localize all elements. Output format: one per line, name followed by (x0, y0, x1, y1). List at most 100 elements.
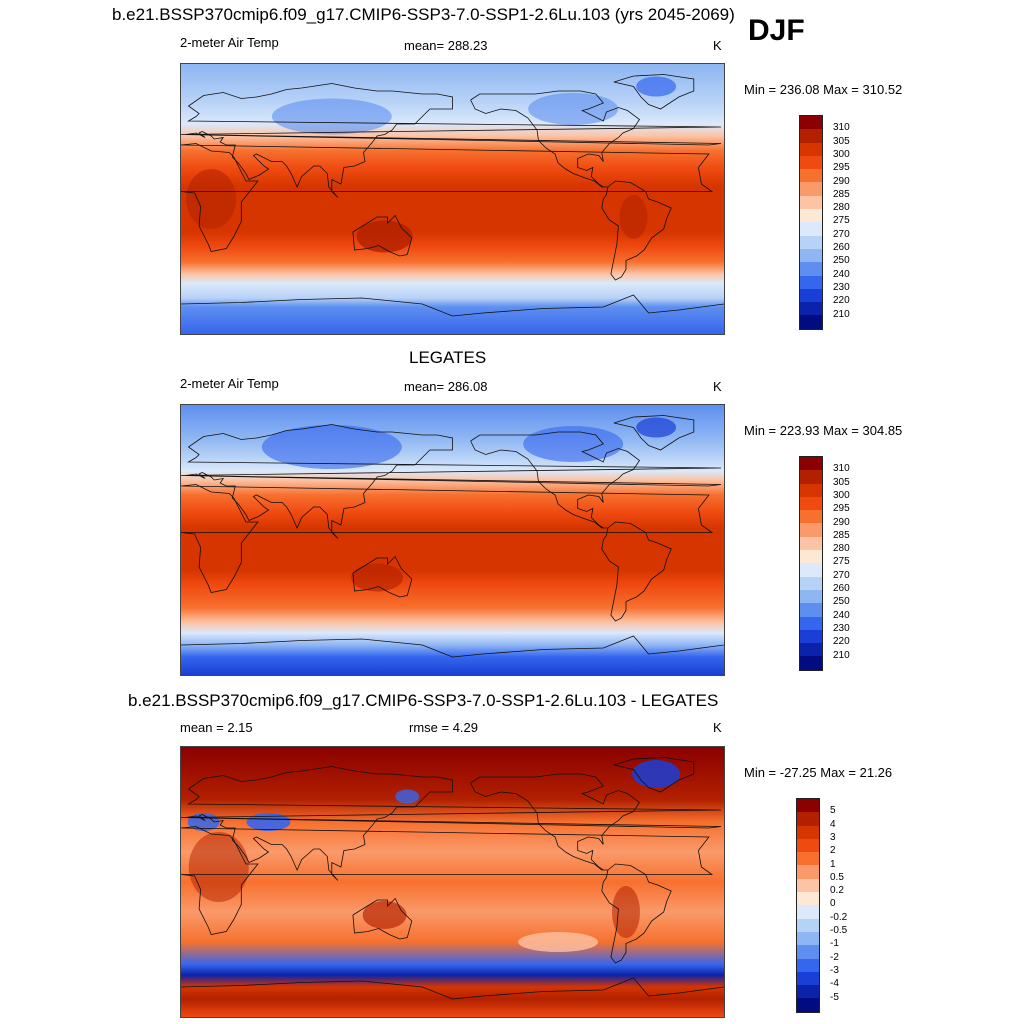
colorbar-tick-label: 310 (833, 463, 850, 475)
colorbar-swatch (797, 945, 819, 959)
coastline-namerica (470, 773, 641, 871)
colorbar-tick-label: 230 (833, 281, 850, 293)
colorbar-tick-label: 290 (833, 516, 850, 528)
colorbar-swatch (800, 470, 822, 484)
colorbar-swatch (797, 825, 819, 839)
field-cold-greenland (636, 417, 677, 438)
colorbar-swatch (800, 129, 822, 143)
colorbar-swatch (800, 222, 822, 236)
colorbar-swatch (800, 576, 822, 590)
colorbar-swatch (800, 142, 822, 156)
field-neutral (518, 932, 599, 952)
colorbar-tick-label: 210 (833, 308, 850, 320)
panel-units-label: K (713, 720, 722, 735)
colorbar-tick-label: 250 (833, 596, 850, 608)
colorbar-swatch (800, 563, 822, 577)
map-obs (180, 404, 725, 676)
colorbar-tick-label: -5 (830, 991, 839, 1003)
colorbar-swatch (800, 457, 822, 471)
map-model (180, 63, 725, 335)
colorbar-tick-label: 240 (833, 268, 850, 280)
field-cold-anomaly (632, 760, 681, 788)
field-cold-siberia (261, 425, 402, 469)
colorbar-swatch (800, 643, 822, 657)
colorbar-tick-label: 0.5 (830, 871, 844, 883)
colorbar-tick-label: 285 (833, 529, 850, 541)
field-cold-greenland (636, 76, 677, 97)
colorbar-swatch (800, 275, 822, 289)
field-warm-amazon (619, 195, 648, 239)
colorbar-tick-label: 290 (833, 175, 850, 187)
colorbar-swatch (800, 302, 822, 316)
colorbar-tick-label: 210 (833, 649, 850, 661)
colorbar-tick-label: 300 (833, 489, 850, 501)
panel-range-label: Min = 236.08 Max = 310.52 (744, 82, 903, 97)
colorbar-swatch (800, 589, 822, 604)
colorbar-swatch (800, 483, 822, 497)
colorbar-swatch (800, 235, 822, 249)
colorbar-swatch (800, 603, 822, 617)
colorbar-swatch (800, 315, 822, 329)
colorbar-tick-label: 285 (833, 188, 850, 200)
colorbar-tick-label: 3 (830, 831, 836, 843)
colorbar-tick-label: 300 (833, 148, 850, 160)
colorbar-tick-label: 220 (833, 295, 850, 307)
colorbar-swatch (800, 496, 822, 511)
colorbar-tick-label: 5 (830, 805, 836, 817)
colorbar-swatch (800, 656, 822, 670)
colorbar-tick-label: 280 (833, 202, 850, 214)
coastline-greenland (613, 415, 695, 451)
coastline-europe (181, 424, 722, 539)
panel-units-label: K (713, 38, 722, 53)
coastline-africa (181, 143, 714, 252)
field-cold-anomaly (246, 813, 291, 831)
panel-variable-label: 2-meter Air Temp (180, 35, 279, 50)
colorbar-swatch (800, 536, 822, 551)
colorbar-swatch (800, 616, 822, 630)
colorbar-swatch (797, 931, 819, 946)
panel-heading: LEGATES (409, 348, 487, 367)
coastline-antarctica (181, 294, 724, 317)
colorbar-swatch (800, 195, 822, 210)
panel-heading: b.e21.BSSP370cmip6.f09_g17.CMIP6-SSP3-7.… (128, 691, 719, 710)
map-diff-field (181, 747, 724, 1017)
colorbar-swatch (797, 918, 819, 932)
colorbar-swatch (800, 155, 822, 170)
colorbar-swatch (797, 852, 819, 866)
colorbar-tick-label: 295 (833, 162, 850, 174)
season-label: DJF (748, 14, 805, 47)
colorbar-tick-label: 270 (833, 569, 850, 581)
colorbar-swatch (797, 905, 819, 919)
colorbar-swatch (797, 838, 819, 853)
field-warm-australia (351, 563, 404, 592)
field-cold-siberia (271, 98, 392, 135)
map-model-field (181, 64, 724, 334)
panel-range-label: Min = 223.93 Max = 304.85 (744, 423, 903, 438)
panel-mean-label: mean= 286.08 (404, 379, 488, 394)
colorbar-tick-label: 230 (833, 622, 850, 634)
colorbar-swatch (800, 510, 822, 524)
coastline-samerica (601, 180, 672, 281)
coastline-greenland (613, 74, 695, 110)
colorbar-tick-label: -2 (830, 951, 839, 963)
colorbar-swatch (800, 550, 822, 564)
panel-units-label: K (713, 379, 722, 394)
colorbar-model: 310 305 300 295 290 285 280 275 270 260 250 240 230 2… (799, 115, 850, 330)
coastline-africa (181, 826, 714, 935)
colorbar-swatch (800, 209, 822, 223)
colorbar-swatch (797, 812, 819, 826)
panel-range-label: Min = -27.25 Max = 21.26 (744, 765, 893, 780)
colorbar-tick-label: 275 (833, 556, 850, 568)
colorbar-tick-label: 305 (833, 476, 850, 488)
colorbar-tick-label: 310 (833, 122, 850, 134)
colorbar-swatch (797, 958, 819, 972)
field-warm-anomaly (188, 832, 249, 902)
field-cold-canada (523, 426, 624, 462)
coastline-namerica (470, 90, 641, 188)
colorbar-swatch (800, 288, 822, 303)
coastline-namerica (470, 431, 641, 529)
colorbar-swatch (797, 799, 819, 813)
map-obs-field (181, 405, 724, 675)
colorbar-tick-label: 240 (833, 609, 850, 621)
colorbar-tick-label: 275 (833, 215, 850, 227)
